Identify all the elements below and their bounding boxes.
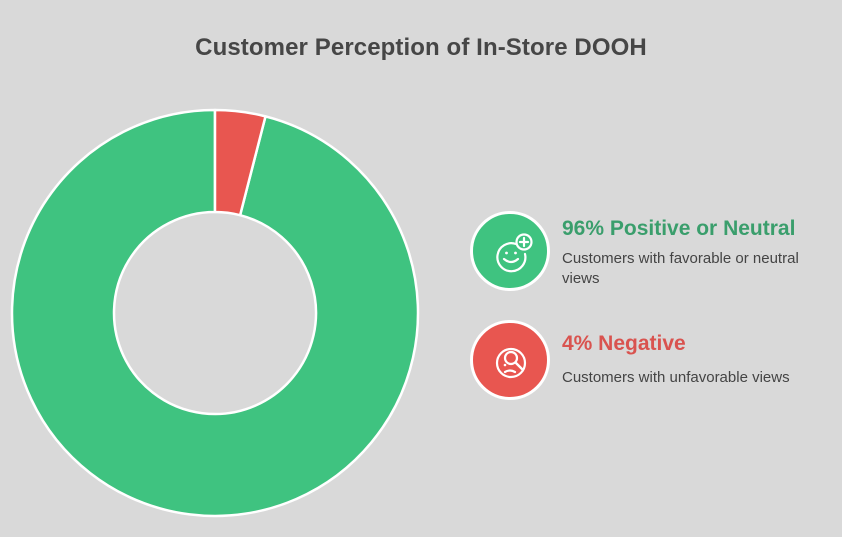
donut-slice-negative	[213, 108, 267, 217]
legend-heading-negative: 4% Negative	[562, 332, 686, 355]
donut-slices	[10, 108, 420, 518]
confused-magnifier-icon	[470, 320, 550, 400]
legend-description-positive: Customers with favorable or neutral view…	[562, 250, 799, 287]
legend-item-positive: 96% Positive or Neutral Customers with f…	[470, 211, 830, 295]
smile-plus-icon	[470, 211, 550, 291]
legend-item-negative: 4% Negative Customers with unfavorable v…	[470, 320, 830, 404]
legend-description-negative: Customers with unfavorable views	[562, 369, 790, 386]
legend-heading-positive: 96% Positive or Neutral	[562, 217, 796, 240]
donut-slice-positive-or-neutral	[10, 108, 420, 518]
chart-title: Customer Perception of In-Store DOOH	[195, 34, 647, 61]
